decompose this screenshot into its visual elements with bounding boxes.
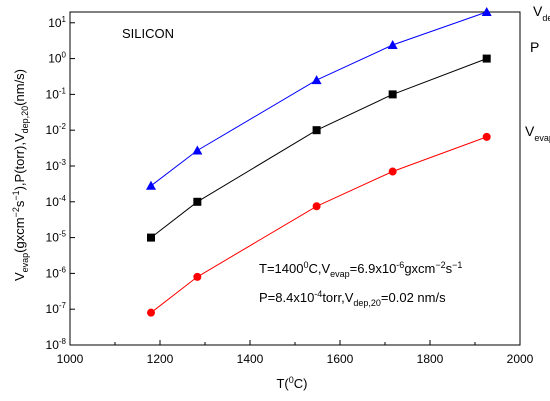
data-point xyxy=(193,197,202,206)
series-label-v-evap: Vevap xyxy=(525,123,550,143)
data-point xyxy=(312,202,321,211)
conditions-line-2: P=8.4x10-4torr,Vdep,20=0.02 nm/s xyxy=(259,289,446,308)
data-point xyxy=(387,39,398,49)
series-v-evap xyxy=(147,132,491,317)
y-tick-label: 10-8 xyxy=(46,337,67,352)
series-line xyxy=(150,11,487,187)
x-tick-label: 1600 xyxy=(327,352,354,366)
data-point xyxy=(312,126,321,135)
x-tick-label: 1200 xyxy=(147,352,174,366)
y-tick-label: 10-3 xyxy=(46,158,67,173)
y-axis-title: Vevap(gxcm−2s−1),P(torr),Vdep,20(nm/s) xyxy=(11,69,30,281)
data-point xyxy=(193,272,202,281)
data-point xyxy=(481,7,492,16)
labels-layer: Vdep,20 P Vevap SILICON T=14000C,Vevap=6.9x1… xyxy=(11,3,550,391)
y-tick-label: 100 xyxy=(48,51,66,66)
data-point xyxy=(311,75,322,85)
x-axis: 1000 1200 1400 1600 1800 2000 xyxy=(57,340,534,366)
data-point xyxy=(147,308,155,317)
y-tick-label: 10-7 xyxy=(46,301,67,316)
x-tick-label: 1800 xyxy=(417,352,444,366)
y-tick-label: 101 xyxy=(48,15,66,30)
series-p xyxy=(147,54,491,242)
x-tick-label: 2000 xyxy=(507,352,534,366)
y-tick-label: 10-6 xyxy=(46,265,67,280)
conditions-line-1: T=14000C,Vevap=6.9x10-6gxcm−2s−1 xyxy=(259,260,462,279)
y-axis: 10-8 10-7 10-6 10-5 10-4 10-3 10-2 10-1 100 101 xyxy=(46,15,75,352)
data-point xyxy=(147,233,155,242)
y-tick-label: 10-4 xyxy=(46,194,67,209)
x-tick-label: 1000 xyxy=(57,352,84,366)
data-point xyxy=(388,167,397,176)
data-point xyxy=(482,54,491,63)
y-tick-label: 10-5 xyxy=(46,230,67,245)
data-point xyxy=(388,90,397,99)
series-v-dep20 xyxy=(146,7,492,190)
series-line xyxy=(150,136,487,314)
data-point xyxy=(482,132,491,141)
y-tick-label: 10-1 xyxy=(46,86,67,101)
y-tick-label: 10-2 xyxy=(46,122,67,137)
data-point xyxy=(146,180,156,190)
x-axis-title: T(0C) xyxy=(276,375,307,391)
data-point xyxy=(192,145,203,155)
material-label: SILICON xyxy=(122,26,174,41)
series-label-p: P xyxy=(530,39,539,55)
series-layer xyxy=(146,7,492,317)
x-tick-label: 1400 xyxy=(237,352,264,366)
series-label-v-dep20: Vdep,20 xyxy=(533,3,550,23)
